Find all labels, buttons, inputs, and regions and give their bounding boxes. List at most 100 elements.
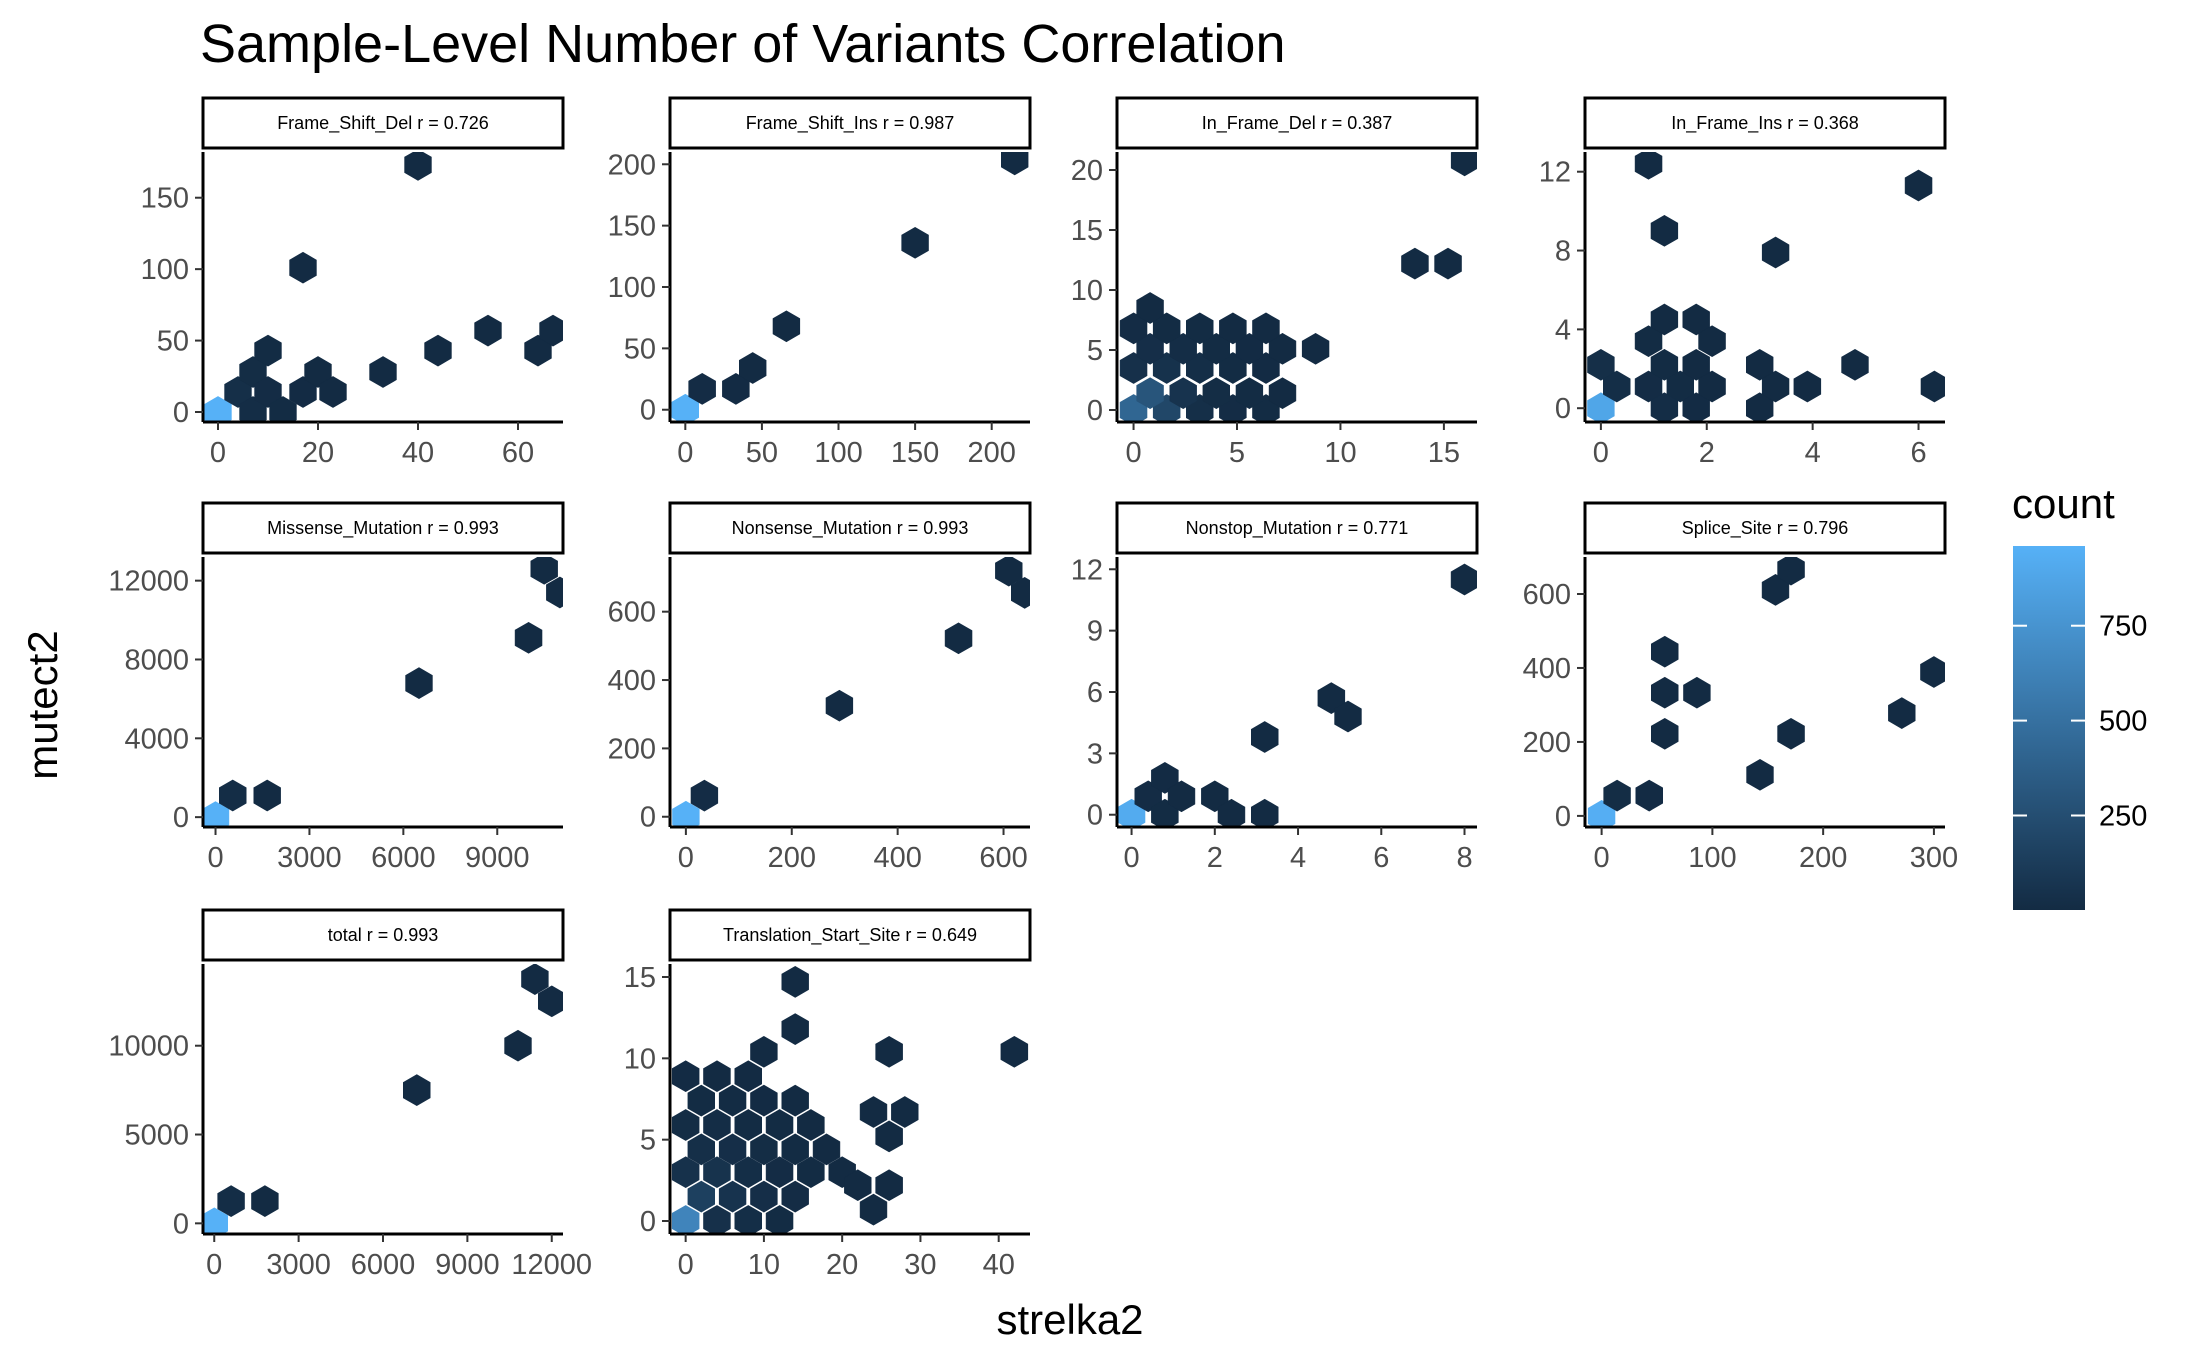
facet-strip (201, 908, 565, 962)
facet-strip-label: Missense_Mutation r = 0.993 (267, 518, 499, 539)
hex-bin (875, 1035, 903, 1068)
hex-bin (1746, 758, 1774, 791)
facet-strip (1115, 96, 1479, 150)
x-tick-label: 0 (1593, 437, 1609, 469)
hex-bin (781, 1013, 809, 1045)
hex-bin (521, 964, 549, 995)
hex-bin (1252, 312, 1280, 345)
hex-bin (1167, 780, 1196, 813)
legend-ticks: 250 500 750 (2013, 611, 2147, 832)
hex-bin (703, 1060, 731, 1093)
hex-bin (1000, 152, 1029, 176)
legend-break-label: 750 (2099, 611, 2147, 643)
hex-bin (1698, 325, 1726, 358)
x-tick-label: 20 (826, 1249, 858, 1281)
hex-bin (254, 376, 282, 408)
legend-break-label: 500 (2099, 706, 2147, 738)
y-tick-label: 10 (624, 1043, 656, 1075)
hex-bin (474, 314, 502, 347)
hex-bin (1301, 332, 1330, 365)
y-tick-label: 5 (640, 1125, 656, 1157)
x-tick-label: 100 (814, 437, 862, 469)
facet-panel: Translation_Start_Site r = 0.649 0 10 20 30 4… (624, 908, 1032, 1281)
hex-bin (718, 1133, 747, 1166)
hex-bin (1136, 292, 1164, 324)
facet-strip (1115, 501, 1479, 555)
color-legend: count 250 500 750 (2012, 480, 2147, 910)
x-tick-label: 0 (210, 437, 226, 469)
hex-bin (1920, 656, 1945, 688)
hex-layer (671, 152, 1029, 422)
hex-bin (738, 352, 767, 384)
hex-bin (859, 1193, 888, 1226)
x-tick-label: 40 (983, 1249, 1015, 1281)
y-tick-label: 0 (640, 802, 656, 834)
hex-bin (217, 1185, 245, 1217)
x-tick-label: 0 (1594, 842, 1610, 874)
hex-bin (859, 1096, 888, 1128)
hex-bin (404, 152, 432, 181)
y-tick-label: 12 (1071, 554, 1103, 586)
x-tick-label: 150 (891, 437, 939, 469)
hex-bin (797, 1156, 825, 1189)
hex-bin (1777, 717, 1805, 750)
x-tick-label: 10 (748, 1249, 780, 1281)
facet-panel: Splice_Site r = 0.796 0 100 200 300 0 200 400 60… (1523, 501, 1958, 874)
hex-bin (319, 376, 347, 408)
hex-bin (203, 1207, 228, 1234)
hex-bin (812, 1133, 841, 1166)
hex-bin (703, 1156, 731, 1189)
hex-bin (825, 689, 854, 722)
hex-bin (671, 1060, 700, 1093)
y-tick-label: 5000 (124, 1120, 189, 1152)
y-tick-label: 0 (640, 1206, 656, 1238)
hex-bin (1651, 676, 1679, 709)
hex-bin (1603, 779, 1631, 812)
hex-bin (781, 966, 809, 998)
x-tick-label: 50 (746, 437, 778, 469)
x-tick-label: 5 (1229, 437, 1245, 469)
hex-bin (1334, 700, 1362, 733)
x-tick-label: 0 (1125, 437, 1141, 469)
y-tick-label: 15 (1071, 215, 1103, 247)
hex-bin (1136, 377, 1164, 410)
hex-bin (304, 356, 332, 388)
y-tick-label: 10 (1071, 275, 1103, 307)
x-tick-label: 2 (1699, 437, 1715, 469)
facet-panel: Missense_Mutation r = 0.993 0 3000 6000 9000… (108, 501, 565, 874)
hex-layer (204, 152, 563, 422)
hex-bin (944, 622, 973, 655)
x-tick-label: 600 (979, 842, 1027, 874)
facet-panel: Nonstop_Mutation r = 0.771 0 2 4 6 8 0 3 6 9 12 (1071, 501, 1479, 874)
y-tick-label: 10000 (108, 1031, 189, 1063)
hex-bin (1761, 236, 1790, 269)
hex-bin (1793, 370, 1822, 403)
facet-strip (201, 501, 565, 555)
x-tick-label: 200 (768, 842, 816, 874)
y-tick-label: 15 (624, 962, 656, 994)
hex-bin (781, 1084, 809, 1117)
hex-bin (1635, 779, 1663, 812)
x-tick-label: 200 (1799, 842, 1847, 874)
hex-bin (765, 1205, 794, 1234)
x-tick-label: 3000 (266, 1249, 331, 1281)
hex-bin (672, 800, 700, 827)
y-tick-label: 600 (1523, 579, 1571, 611)
y-tick-label: 0 (1555, 393, 1571, 425)
hex-bin (750, 1133, 778, 1166)
hex-bin (1202, 377, 1230, 410)
y-tick-label: 0 (1087, 395, 1103, 427)
hex-bin (671, 1109, 700, 1141)
x-tick-label: 9000 (435, 1249, 500, 1281)
y-tick-label: 100 (141, 254, 189, 286)
hex-bin (1746, 348, 1774, 381)
y-tick-label: 8000 (124, 644, 189, 676)
x-tick-label: 6000 (351, 1249, 416, 1281)
x-tick-label: 10 (1324, 437, 1356, 469)
hex-bin (251, 1185, 279, 1217)
x-tick-label: 12000 (511, 1249, 592, 1281)
y-tick-label: 20 (1071, 155, 1103, 187)
y-tick-label: 3 (1087, 738, 1103, 770)
hex-bin (537, 985, 563, 1018)
hex-bin (772, 310, 801, 343)
